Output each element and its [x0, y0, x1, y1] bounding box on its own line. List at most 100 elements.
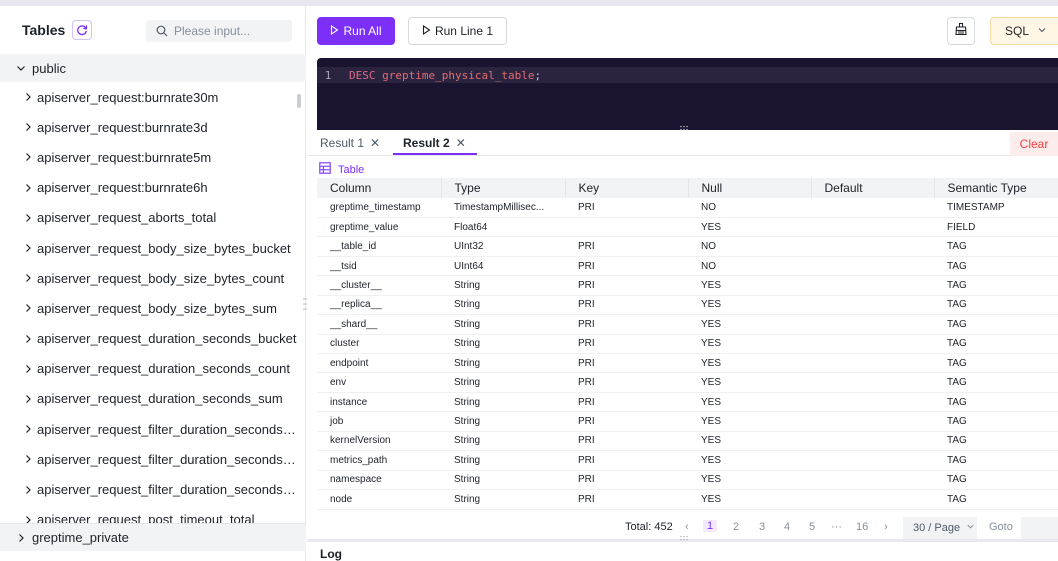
table-item[interactable]: apiserver_request_aborts_total — [0, 203, 300, 233]
table-cell — [811, 314, 934, 335]
chevron-right-icon — [22, 212, 34, 224]
table-cell: __cluster__ — [317, 275, 441, 296]
chevron-right-icon — [14, 531, 28, 545]
table-list: apiserver_request:burnrate30m apiserver_r… — [0, 82, 300, 523]
chevron-right-icon — [22, 333, 34, 345]
table-view-toggle[interactable]: Table — [319, 162, 364, 177]
table-cell: PRI — [565, 198, 688, 218]
table-item[interactable]: apiserver_request:burnrate6h — [0, 173, 300, 203]
next-page-icon[interactable]: › — [884, 521, 888, 533]
search-input[interactable] — [174, 24, 284, 38]
table-cell: String — [441, 392, 565, 413]
schema-label: public — [32, 60, 66, 76]
code-text[interactable]: DESC greptime_physical_table; — [349, 69, 541, 82]
chevron-right-icon — [22, 121, 34, 133]
column-header[interactable]: Semantic Type — [934, 178, 1058, 198]
table-item-label: apiserver_request_body_size_bytes_sum — [37, 300, 277, 316]
log-resize-handle[interactable] — [679, 534, 689, 543]
chevron-right-icon — [22, 272, 34, 284]
page-4[interactable]: 4 — [784, 521, 791, 533]
editor-line[interactable]: 1 DESC greptime_physical_table; — [317, 67, 1058, 83]
table-cell: __tsid — [317, 256, 441, 277]
sidebar-scrollbar[interactable] — [297, 94, 301, 108]
view-label: Table — [338, 163, 365, 176]
language-select[interactable]: SQL — [990, 17, 1058, 45]
table-item[interactable]: apiserver_request_duration_seconds_bucke… — [0, 324, 300, 354]
page-5[interactable]: 5 — [809, 521, 816, 533]
table-cell — [811, 392, 934, 413]
table-item[interactable]: apiserver_request_body_size_bytes_count — [0, 263, 300, 293]
editor-resize-handle[interactable] — [679, 124, 689, 133]
table-item[interactable]: apiserver_request_body_size_bytes_bucket — [0, 233, 300, 263]
table-item[interactable]: apiserver_request_duration_seconds_count — [0, 354, 300, 384]
tab-result-2[interactable]: Result 2 ✕ — [403, 136, 466, 150]
table-cell: YES — [688, 372, 811, 393]
table-cell: TAG — [934, 275, 1058, 296]
table-item[interactable]: apiserver_request_filter_duration_second… — [0, 474, 300, 504]
table-cell — [811, 334, 934, 355]
page-16[interactable]: 16 — [856, 521, 869, 533]
table-cell: __shard__ — [317, 314, 441, 335]
table-item[interactable]: apiserver_request_duration_seconds_sum — [0, 384, 300, 414]
table-item[interactable]: apiserver_request_post_timeout_total — [0, 505, 300, 523]
table-item[interactable]: apiserver_request_filter_duration_second… — [0, 444, 300, 474]
table-row: __table_id UInt32 PRI NO TAG — [317, 236, 1058, 257]
table-item[interactable]: apiserver_request:burnrate3d — [0, 112, 300, 142]
table-cell: TAG — [934, 392, 1058, 413]
schema-label: greptime_private — [32, 530, 129, 545]
column-header[interactable]: Key — [565, 178, 689, 198]
column-header[interactable]: Column — [317, 178, 442, 198]
pagination: Total: 452 ‹ 1 2 3 4 5 ··· 16 › 30 / Pag… — [307, 517, 1058, 539]
table-cell: env — [317, 372, 441, 393]
table-row: cluster String PRI YES TAG — [317, 334, 1058, 355]
table-cell: TimestampMillisec... — [441, 198, 565, 218]
table-cell: metrics_path — [317, 450, 441, 471]
table-row: env String PRI YES TAG — [317, 372, 1058, 393]
sidebar-resize-handle[interactable] — [303, 296, 307, 312]
run-line-label: Run Line 1 — [434, 24, 494, 38]
tab-result-1[interactable]: Result 1 ✕ — [320, 136, 380, 150]
column-header[interactable]: Null — [688, 178, 812, 198]
table-cell: PRI — [565, 256, 688, 277]
table-cell: PRI — [565, 372, 688, 393]
column-header[interactable]: Default — [811, 178, 935, 198]
page-ellipsis[interactable]: ··· — [831, 521, 842, 533]
column-header[interactable]: Type — [441, 178, 566, 198]
sidebar-title: Tables — [22, 22, 66, 38]
run-all-button[interactable]: Run All — [317, 17, 395, 45]
page-2[interactable]: 2 — [733, 521, 740, 533]
goto-page-input[interactable] — [1021, 517, 1058, 539]
tab-label: Result 2 — [403, 136, 450, 150]
page-size-select[interactable]: 30 / Page — [903, 517, 977, 539]
refresh-icon[interactable] — [72, 20, 92, 40]
table-item[interactable]: apiserver_request_body_size_bytes_sum — [0, 293, 300, 323]
log-panel-title[interactable]: Log — [320, 547, 342, 561]
table-item[interactable]: apiserver_request:burnrate5m — [0, 142, 300, 172]
table-row: __tsid UInt64 PRI NO TAG — [317, 256, 1058, 277]
table-cell: YES — [688, 217, 811, 238]
page-3[interactable]: 3 — [759, 521, 766, 533]
table-cell: UInt32 — [441, 236, 565, 257]
broom-icon — [954, 22, 968, 41]
run-line-button[interactable]: Run Line 1 — [408, 17, 507, 45]
table-item[interactable]: apiserver_request:burnrate30m — [0, 82, 300, 112]
table-item[interactable]: apiserver_request_filter_duration_second… — [0, 414, 300, 444]
table-search[interactable] — [146, 20, 292, 42]
page-1[interactable]: 1 — [703, 520, 718, 532]
table-cell: greptime_timestamp — [317, 198, 441, 218]
close-icon[interactable]: ✕ — [455, 136, 466, 150]
close-icon[interactable]: ✕ — [370, 136, 381, 150]
clean-editor-button[interactable] — [947, 17, 975, 45]
line-number: 1 — [324, 68, 332, 82]
table-item-label: apiserver_request:burnrate6h — [37, 180, 208, 196]
table-item-label: apiserver_request_duration_seconds_count — [37, 361, 290, 377]
table-cell: TAG — [934, 411, 1058, 432]
table-cell: String — [441, 314, 565, 335]
schema-public[interactable]: public — [0, 54, 306, 82]
table-cell: YES — [688, 295, 811, 316]
clear-button[interactable]: Clear — [1010, 132, 1058, 156]
prev-page-icon[interactable]: ‹ — [685, 521, 689, 533]
schema-greptime-private[interactable]: greptime_private — [0, 523, 306, 551]
table-cell: String — [441, 431, 565, 452]
sql-editor[interactable]: 1 DESC greptime_physical_table; — [317, 58, 1058, 130]
